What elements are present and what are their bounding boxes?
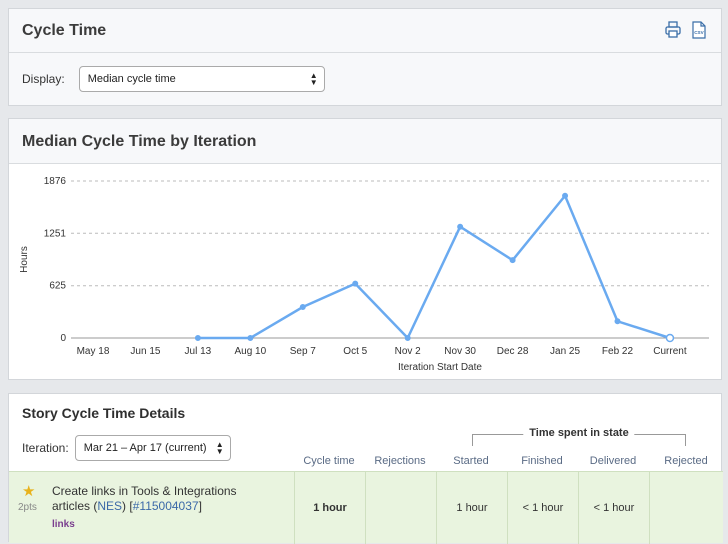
cycle-time-header: Cycle Time CSV [9, 9, 721, 53]
time-in-state-group: Time spent in state [472, 427, 686, 446]
y-tick-label: 1251 [44, 228, 67, 239]
printer-icon[interactable] [665, 21, 681, 39]
x-tick-label: Nov 2 [395, 346, 422, 357]
page-title: Cycle Time [22, 22, 107, 39]
cell-finished: < 1 hour [507, 472, 578, 544]
data-point [247, 335, 254, 341]
details-title: Story Cycle Time Details [22, 405, 186, 421]
svg-text:CSV: CSV [694, 30, 704, 35]
x-tick-label: Nov 30 [444, 346, 476, 357]
story-points: 2pts [18, 502, 37, 513]
star-icon[interactable]: ★ [22, 483, 36, 500]
col-started: Started [453, 455, 489, 467]
cell-delivered: < 1 hour [578, 472, 649, 544]
iteration-select[interactable]: Mar 21 – Apr 17 (current) ▲ ▼ [74, 435, 231, 461]
details-panel: Story Cycle Time Details Iteration: Mar … [8, 393, 723, 544]
story-id-link[interactable]: #115004037 [132, 499, 199, 513]
display-label: Display: [22, 72, 65, 86]
col-rejected: Rejected [664, 455, 708, 467]
data-point [299, 304, 306, 311]
cell-rejected [649, 472, 723, 544]
y-tick-label: 1876 [44, 176, 67, 187]
cell-rejections [365, 472, 436, 544]
data-point [614, 318, 621, 325]
y-tick-label: 0 [60, 333, 66, 344]
data-point [352, 280, 359, 287]
x-tick-label: Dec 28 [497, 346, 529, 357]
x-tick-label: Current [653, 346, 687, 357]
table-row[interactable]: ★ 2pts Create links in Tools & Integrati… [9, 471, 723, 544]
cell-cycle-time: 1 hour [294, 472, 365, 544]
select-arrows-icon: ▲ ▼ [215, 440, 224, 456]
x-tick-label: Aug 10 [234, 346, 266, 357]
display-select-value: Median cycle time [87, 73, 176, 85]
story-label[interactable]: links [52, 519, 75, 530]
display-select[interactable]: Median cycle time ▲ ▼ [78, 66, 325, 92]
csv-file-icon[interactable]: CSV [691, 21, 707, 39]
cycle-time-panel: Cycle Time CSV Display: Median cycle tim… [8, 8, 722, 106]
cell-started: 1 hour [436, 472, 507, 544]
series-line [197, 193, 671, 341]
x-tick-label: Feb 22 [602, 346, 634, 357]
x-tick-label: Jan 25 [550, 346, 580, 357]
data-point [665, 333, 675, 343]
col-finished: Finished [521, 455, 563, 467]
x-tick-label: Oct 5 [343, 346, 367, 357]
project-link[interactable]: NES [97, 499, 123, 513]
data-point [562, 192, 569, 199]
y-tick-label: 625 [49, 281, 66, 292]
data-point [194, 335, 201, 341]
x-tick-label: Jun 15 [130, 346, 160, 357]
chart-title: Median Cycle Time by Iteration [22, 133, 257, 150]
col-delivered: Delivered [589, 455, 637, 467]
select-arrows-icon: ▲ ▼ [309, 71, 318, 87]
x-tick-label: May 18 [77, 346, 110, 357]
chart-header: Median Cycle Time by Iteration [9, 119, 721, 164]
y-axis-label: Hours [19, 246, 30, 273]
story-name[interactable]: Create links in Tools & Integrations art… [52, 484, 237, 513]
group-header: Time spent in state [523, 427, 635, 439]
iteration-select-value: Mar 21 – Apr 17 (current) [83, 442, 207, 454]
data-point [404, 335, 411, 341]
x-tick-label: Jul 13 [185, 346, 212, 357]
data-point [509, 257, 516, 264]
x-tick-label: Sep 7 [290, 346, 317, 357]
x-axis-label: Iteration Start Date [398, 362, 482, 373]
col-rejections: Rejections [374, 455, 426, 467]
iteration-label: Iteration: [22, 441, 69, 455]
data-point [457, 223, 464, 230]
cycle-time-chart: 0 625 1251 1876 Hours May 18 Jun 15 Jul 13 Aug 1… [19, 176, 709, 373]
chart-panel: Median Cycle Time by Iteration 0 625 1251 1… [8, 118, 722, 380]
col-cycle-time: Cycle time [303, 455, 355, 467]
